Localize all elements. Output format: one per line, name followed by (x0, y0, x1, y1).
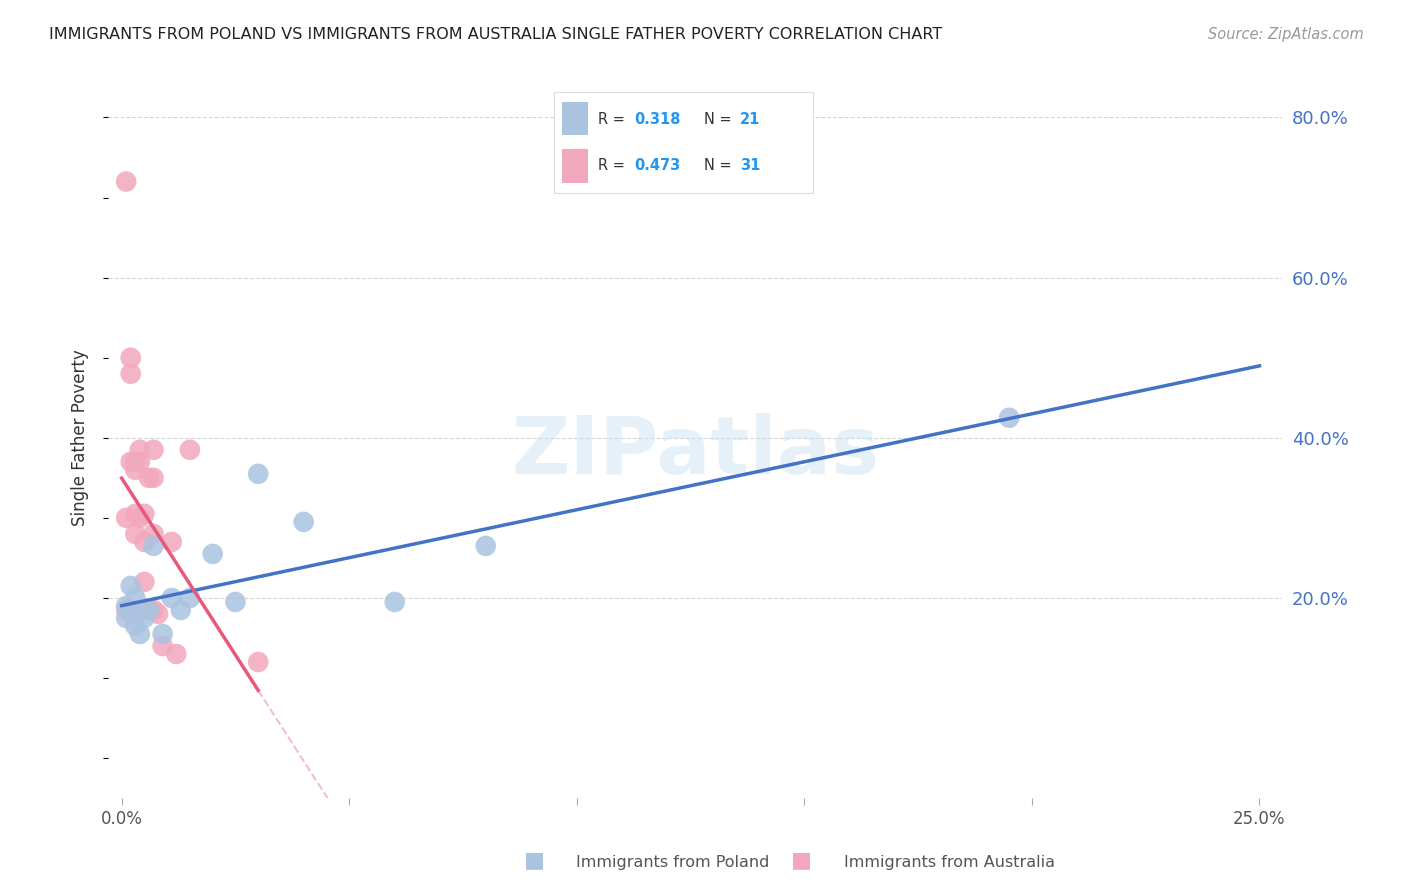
Point (124, 455, 146, 469)
Point (474, 539, 496, 553)
Text: IMMIGRANTS FROM POLAND VS IMMIGRANTS FROM AUSTRALIA SINGLE FATHER POVERTY CORREL: IMMIGRANTS FROM POLAND VS IMMIGRANTS FRO… (49, 27, 942, 42)
Point (292, 515, 315, 529)
Point (134, 507, 156, 521)
Point (124, 607, 146, 621)
Text: ZIPatlas: ZIPatlas (510, 413, 879, 491)
Text: Immigrants from Australia: Immigrants from Australia (844, 855, 1054, 870)
Point (998, 410, 1021, 425)
Text: Source: ZipAtlas.com: Source: ZipAtlas.com (1208, 27, 1364, 42)
Point (115, 175, 138, 189)
Point (179, 442, 201, 457)
Point (120, 603, 142, 617)
Point (160, 534, 183, 549)
Point (124, 619, 146, 633)
Text: ■: ■ (524, 850, 544, 870)
Point (247, 655, 270, 669)
Point (384, 595, 406, 609)
Point (165, 647, 187, 661)
Point (120, 367, 142, 381)
Point (124, 463, 146, 477)
Point (120, 351, 142, 365)
Point (170, 603, 193, 617)
Point (120, 603, 142, 617)
Point (115, 599, 138, 613)
Point (247, 467, 270, 481)
Point (138, 471, 160, 485)
Y-axis label: Single Father Poverty: Single Father Poverty (72, 350, 89, 526)
Point (128, 627, 150, 641)
Point (124, 507, 146, 521)
Point (134, 611, 156, 625)
Point (134, 534, 156, 549)
Text: Immigrants from Poland: Immigrants from Poland (576, 855, 770, 870)
Point (124, 527, 146, 541)
Point (115, 603, 138, 617)
Point (179, 591, 201, 605)
Point (142, 603, 165, 617)
Point (142, 442, 165, 457)
Point (115, 611, 138, 625)
Point (134, 574, 156, 589)
Point (201, 547, 224, 561)
Point (138, 603, 160, 617)
Text: ■: ■ (792, 850, 811, 870)
Point (146, 607, 169, 621)
Point (142, 539, 165, 553)
Point (128, 603, 150, 617)
Point (120, 455, 142, 469)
Point (138, 603, 160, 617)
Point (128, 442, 150, 457)
Point (128, 511, 150, 525)
Point (120, 579, 142, 593)
Point (224, 595, 246, 609)
Point (124, 591, 146, 605)
Point (160, 591, 183, 605)
Point (128, 455, 150, 469)
Point (115, 511, 138, 525)
Point (142, 471, 165, 485)
Point (142, 527, 165, 541)
Point (152, 639, 174, 653)
Point (152, 627, 174, 641)
